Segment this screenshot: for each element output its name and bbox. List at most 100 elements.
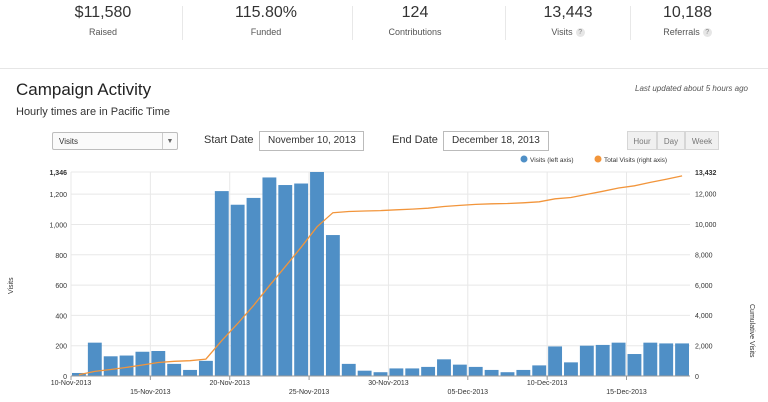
y-left-tick-label: 1,000	[49, 222, 67, 229]
y-left-tick-label: 800	[55, 253, 67, 260]
legend-marker-visits	[520, 155, 528, 163]
divider	[505, 6, 506, 40]
y-right-axis-title: Cumulative Visits	[748, 304, 755, 358]
y-right-tick-label: 8,000	[695, 252, 713, 259]
y-right-tick-label: 0	[695, 374, 699, 381]
stats-bar: $11,580 Raised 115.80% Funded 124 Contri…	[0, 0, 768, 48]
bar-visits	[167, 363, 182, 376]
stat-label: Contributions	[388, 27, 442, 37]
x-tick-label: 10-Nov-2013	[51, 380, 92, 387]
legend-label-visits: Visits (left axis)	[530, 157, 574, 164]
bar-visits	[611, 342, 626, 376]
bar-visits	[532, 365, 547, 376]
bar-visits	[183, 369, 197, 376]
bar-visits	[675, 343, 689, 376]
stat-value: 13,443	[543, 4, 593, 21]
bar-visits	[87, 342, 102, 376]
stat-label: Funded	[250, 27, 282, 37]
stat-label-text: Visits	[551, 27, 573, 37]
bar-visits	[325, 235, 340, 376]
stat-referrals: 10,188 Referrals?	[640, 4, 735, 37]
bar-visits	[262, 177, 277, 376]
divider	[352, 6, 353, 40]
bar-visits	[389, 368, 404, 376]
y-right-tick-label: 13,432	[695, 170, 717, 177]
stat-value: 124	[401, 4, 429, 21]
stat-value: $11,580	[74, 4, 132, 21]
metric-select[interactable]: Visits ▼	[52, 132, 178, 150]
y-right-tick-label: 12,000	[695, 192, 717, 199]
bar-visits	[214, 191, 229, 376]
stat-label: Visits?	[523, 27, 613, 37]
stat-raised: $11,580 Raised	[63, 4, 143, 37]
start-date-label: Start Date	[204, 134, 254, 146]
chevron-down-icon: ▼	[162, 133, 177, 149]
bar-visits	[564, 362, 578, 376]
x-tick-label: 25-Nov-2013	[289, 389, 330, 396]
section-title: Campaign Activity	[16, 80, 152, 99]
week-button[interactable]: Week	[685, 131, 719, 150]
bar-visits	[341, 363, 356, 376]
bar-visits	[103, 356, 118, 376]
hour-button[interactable]: Hour	[627, 131, 657, 150]
stat-value: 10,188	[663, 4, 712, 21]
stat-label: Raised	[88, 27, 117, 37]
stat-value: 115.80%	[235, 4, 297, 21]
bar-visits	[548, 346, 563, 376]
x-tick-label: 15-Nov-2013	[130, 389, 171, 396]
x-tick-label: 05-Dec-2013	[448, 389, 489, 396]
y-left-tick-label: 1,346	[49, 170, 67, 177]
y-right-tick-label: 10,000	[695, 222, 717, 229]
bar-visits	[310, 172, 324, 376]
section-divider	[0, 68, 768, 69]
bar-visits	[484, 369, 499, 376]
y-left-tick-label: 0	[63, 374, 67, 381]
bar-visits	[516, 369, 531, 376]
y-left-tick-label: 400	[55, 313, 67, 320]
x-tick-label: 15-Dec-2013	[606, 389, 647, 396]
y-right-tick-label: 4,000	[695, 313, 713, 320]
divider	[182, 6, 183, 40]
y-right-tick-label: 6,000	[695, 283, 713, 290]
stat-visits: 13,443 Visits?	[523, 4, 613, 37]
help-icon[interactable]: ?	[575, 28, 585, 37]
x-tick-label: 10-Dec-2013	[527, 380, 568, 387]
end-date-label: End Date	[392, 134, 438, 146]
stat-funded: 115.80% Funded	[206, 4, 326, 37]
bar-visits	[421, 366, 436, 376]
bar-visits	[151, 350, 166, 376]
divider	[630, 6, 631, 40]
bar-visits	[357, 370, 372, 376]
y-left-axis-title: Visits	[8, 277, 15, 294]
line-total-visits	[78, 175, 683, 376]
section-subtitle: Hourly times are in Pacific Time	[16, 106, 171, 118]
bar-visits	[230, 204, 245, 376]
stat-contributions: 124 Contributions	[375, 4, 455, 37]
start-date-input[interactable]: November 10, 2013	[259, 131, 364, 151]
bar-visits	[500, 372, 515, 376]
bar-visits	[246, 197, 261, 376]
help-icon[interactable]: ?	[702, 28, 712, 37]
metric-select-value: Visits	[59, 137, 78, 146]
bar-visits	[198, 360, 213, 376]
legend-marker-total	[594, 155, 602, 163]
y-right-tick-label: 2,000	[695, 344, 713, 351]
bar-visits	[627, 354, 642, 376]
bar-visits	[135, 351, 150, 376]
y-left-tick-label: 1,200	[49, 192, 67, 199]
stat-label-text: Referrals	[663, 27, 700, 37]
day-button[interactable]: Day	[657, 131, 685, 150]
last-updated: Last updated about 5 hours ago	[635, 84, 748, 93]
bar-visits	[643, 342, 658, 376]
y-left-tick-label: 200	[55, 344, 67, 351]
end-date-input[interactable]: December 18, 2013	[443, 131, 549, 151]
bar-visits	[119, 355, 134, 376]
bar-visits	[452, 364, 467, 376]
bar-visits	[405, 368, 420, 376]
legend-label-total: Total Visits (right axis)	[604, 157, 667, 164]
y-left-tick-label: 600	[55, 283, 67, 290]
bar-visits	[373, 372, 388, 376]
x-tick-label: 30-Nov-2013	[368, 380, 409, 387]
x-tick-label: 20-Nov-2013	[209, 380, 250, 387]
